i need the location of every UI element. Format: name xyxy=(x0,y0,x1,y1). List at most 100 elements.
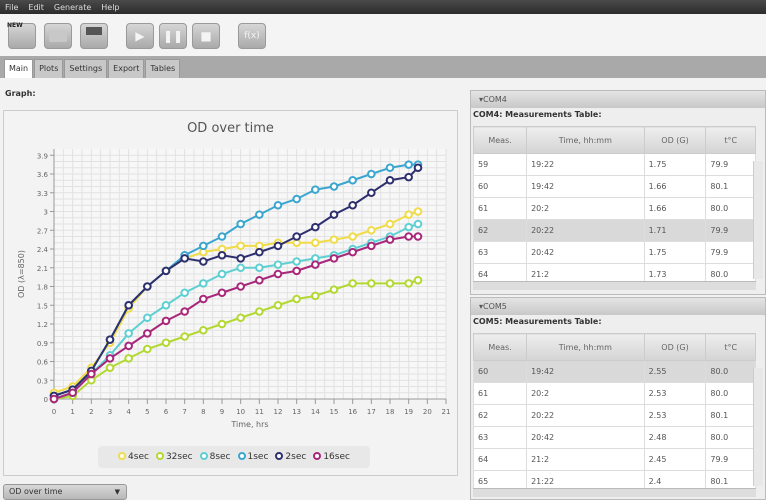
data-point-8sec xyxy=(199,279,208,288)
table-row[interactable]: 62 20:22 2.53 80.1 xyxy=(472,404,756,427)
tab-export[interactable]: Export xyxy=(108,59,145,78)
com4-collapse-header[interactable]: ▾COM4 xyxy=(471,91,765,108)
tab-bar: Main Plots Settings Export Tables xyxy=(0,56,766,78)
pause-button[interactable]: ❚❚ xyxy=(159,23,187,49)
com4-horizontal-scrollbar[interactable] xyxy=(473,281,756,290)
table-cell: 63 xyxy=(472,426,528,449)
column-header[interactable]: t°C xyxy=(705,126,756,154)
table-row[interactable]: 64 21:2 2.45 79.9 xyxy=(472,448,756,471)
data-point-1sec xyxy=(329,182,339,191)
data-point-1sec xyxy=(199,241,208,251)
column-header[interactable]: Meas. xyxy=(472,126,528,154)
table-cell: 79.9 xyxy=(705,241,756,264)
data-point-16sec xyxy=(292,266,301,276)
x-tick-label: 2 xyxy=(89,408,93,416)
data-point-32sec xyxy=(255,307,264,316)
data-point-4sec xyxy=(329,235,339,244)
com5-horizontal-scrollbar[interactable] xyxy=(473,488,756,497)
data-point-32sec xyxy=(273,300,283,310)
legend-label: 2sec xyxy=(285,452,307,462)
open-button[interactable] xyxy=(44,23,72,49)
table-row[interactable]: 63 20:42 1.75 79.9 xyxy=(472,241,756,264)
table-row[interactable]: 62 20:22 1.71 79.9 xyxy=(472,219,756,242)
legend-marker-icon xyxy=(199,452,208,460)
legend-item-2sec: 2sec xyxy=(275,452,306,462)
data-point-16sec xyxy=(161,316,171,326)
plot-select-dropdown[interactable]: OD over time ▼ xyxy=(3,484,127,500)
x-tick-label: 0 xyxy=(52,408,56,416)
stop-button[interactable]: ■ xyxy=(192,23,220,49)
legend-label: 16sec xyxy=(323,452,350,462)
function-button[interactable]: f(x) xyxy=(238,23,266,49)
data-point-16sec xyxy=(68,388,77,398)
tab-main[interactable]: Main xyxy=(4,59,34,78)
data-point-1sec xyxy=(311,185,320,194)
data-point-1sec xyxy=(217,232,227,241)
play-icon: ▶ xyxy=(135,29,145,43)
y-tick-label: 2.1 xyxy=(37,265,48,273)
data-point-2sec xyxy=(413,163,423,173)
data-point-32sec xyxy=(292,294,301,304)
y-tick-label: 2.7 xyxy=(37,227,48,235)
column-header[interactable]: Meas. xyxy=(472,333,528,361)
menu-generate[interactable]: Generate xyxy=(53,2,92,12)
data-point-2sec xyxy=(199,257,208,266)
table-row[interactable]: 65 21:22 2.4 80.1 xyxy=(472,470,756,493)
y-axis-label: OD (λ=850) xyxy=(17,250,26,298)
table-row[interactable]: 63 20:42 2.48 80.0 xyxy=(472,426,756,449)
table-cell: 20:42 xyxy=(526,241,645,264)
play-button[interactable]: ▶ xyxy=(126,23,154,49)
column-header[interactable]: OD (G) xyxy=(643,333,707,361)
column-header[interactable]: OD (G) xyxy=(643,126,707,154)
save-button[interactable] xyxy=(80,23,108,49)
tab-plots[interactable]: Plots xyxy=(34,59,64,78)
tab-tables[interactable]: Tables xyxy=(145,59,181,78)
x-tick-label: 12 xyxy=(274,408,283,416)
x-tick-label: 18 xyxy=(386,408,395,416)
new-icon: NEW xyxy=(7,22,23,29)
table-cell: 79.9 xyxy=(705,153,756,176)
table-header-row: Meas. Time, hh:mm OD (G) t°C xyxy=(472,333,756,361)
tab-settings[interactable]: Settings xyxy=(64,59,108,78)
data-point-16sec xyxy=(367,241,376,251)
table-cell: 61 xyxy=(472,197,528,220)
new-button[interactable]: NEW xyxy=(7,22,36,49)
table-row[interactable]: 61 20:2 2.53 80.0 xyxy=(472,382,756,405)
menu-file[interactable]: File xyxy=(5,2,19,12)
menu-edit[interactable]: Edit xyxy=(28,2,44,12)
data-point-4sec xyxy=(236,241,245,251)
table-row[interactable]: 59 19:22 1.75 79.9 xyxy=(472,153,756,176)
data-point-16sec xyxy=(311,260,320,269)
data-point-8sec xyxy=(143,313,152,323)
data-point-16sec xyxy=(49,394,59,404)
data-point-2sec xyxy=(273,241,283,251)
x-tick-label: 6 xyxy=(164,408,169,416)
x-tick-label: 17 xyxy=(367,408,376,416)
data-point-8sec xyxy=(255,263,264,273)
data-point-4sec xyxy=(385,219,395,229)
column-header[interactable]: Time, hh:mm xyxy=(526,126,645,154)
data-point-32sec xyxy=(180,332,189,341)
table-cell: 1.75 xyxy=(643,241,707,264)
table-row[interactable]: 60 19:42 1.66 80.1 xyxy=(472,175,756,198)
legend-marker-icon xyxy=(155,452,164,460)
com5-vertical-scrollbar[interactable] xyxy=(753,368,763,486)
data-point-16sec xyxy=(348,247,357,257)
x-tick-label: 7 xyxy=(182,408,186,416)
com4-vertical-scrollbar[interactable] xyxy=(753,161,763,279)
column-header[interactable]: Time, hh:mm xyxy=(526,333,645,361)
legend-item-8sec: 8sec xyxy=(199,452,231,462)
data-point-8sec xyxy=(292,257,301,266)
table-row[interactable]: 61 20:2 1.66 80.0 xyxy=(472,197,756,220)
table-cell: 62 xyxy=(472,219,528,242)
data-point-1sec xyxy=(385,163,395,173)
x-tick-label: 16 xyxy=(348,408,357,416)
pause-icon: ❚❚ xyxy=(162,29,184,43)
data-point-16sec xyxy=(404,232,413,241)
com5-collapse-header[interactable]: ▾COM5 xyxy=(471,298,765,315)
menu-help[interactable]: Help xyxy=(101,2,120,12)
column-header[interactable]: t°C xyxy=(705,333,756,361)
table-row[interactable]: 60 19:42 2.55 80.0 xyxy=(472,360,756,383)
data-point-32sec xyxy=(329,285,339,294)
data-point-1sec xyxy=(367,169,376,179)
